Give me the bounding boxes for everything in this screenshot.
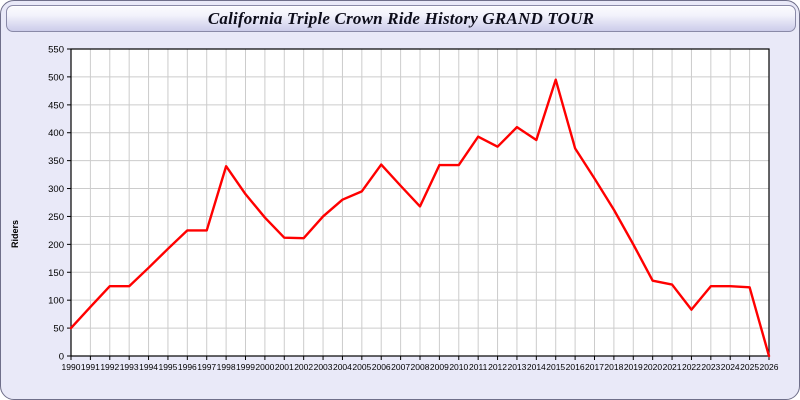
x-axis-tick-label: 2015: [546, 362, 565, 372]
x-axis-tick-label: 2019: [624, 362, 643, 372]
x-axis-tick-label: 2001: [275, 362, 294, 372]
x-axis-tick-label: 1990: [62, 362, 81, 372]
y-axis-tick-label: 350: [48, 156, 64, 167]
x-axis-tick-label: 1995: [158, 362, 177, 372]
x-axis-tick-label: 2005: [352, 362, 371, 372]
x-axis-tick-label: 2012: [488, 362, 507, 372]
y-axis-tick-label: 200: [48, 240, 64, 251]
y-axis-tick-label: 250: [48, 212, 64, 223]
x-axis-tick-label: 2022: [682, 362, 701, 372]
y-axis-tick-label: 100: [48, 296, 64, 307]
y-axis-tick-label: 400: [48, 128, 64, 139]
x-axis-tick-label: 2004: [333, 362, 352, 372]
x-axis-tick-label: 2026: [760, 362, 779, 372]
y-axis-tick-label: 550: [48, 45, 64, 56]
x-axis-tick-label: 2006: [372, 362, 391, 372]
y-axis-tick-label: 150: [48, 268, 64, 279]
x-axis-tick-label: 2024: [721, 362, 740, 372]
x-axis-tick-label: 1997: [197, 362, 216, 372]
y-axis-tick-label: 0: [59, 352, 64, 363]
x-axis-tick-label: 2009: [430, 362, 449, 372]
x-axis-tick-label: 2008: [411, 362, 430, 372]
x-axis-tick-label: 2003: [314, 362, 333, 372]
x-axis-tick-label: 2010: [449, 362, 468, 372]
y-axis-tick-label: 300: [48, 184, 64, 195]
x-axis-tick-label: 1994: [139, 362, 158, 372]
x-axis-tick-label: 1996: [178, 362, 197, 372]
x-axis-tick-label: 2020: [643, 362, 662, 372]
x-axis-tick-label: 2021: [663, 362, 682, 372]
x-axis-tick-label: 2002: [294, 362, 313, 372]
x-axis-tick-label: 1998: [217, 362, 236, 372]
y-axis-tick-label: 450: [48, 100, 64, 111]
x-axis-tick-label: 1993: [120, 362, 139, 372]
y-axis-tick-label: 50: [53, 324, 64, 335]
x-axis-tick-label: 2000: [255, 362, 274, 372]
x-axis-tick-label: 2023: [701, 362, 720, 372]
x-axis-tick-label: 2016: [566, 362, 585, 372]
x-axis-tick-label: 1991: [81, 362, 100, 372]
x-axis-tick-label: 2025: [740, 362, 759, 372]
data-series-line: [69, 78, 771, 358]
x-axis-tick-label: 2013: [507, 362, 526, 372]
x-axis-tick-label: 2018: [604, 362, 623, 372]
x-axis-tick-label: 1999: [236, 362, 255, 372]
x-axis-tick-label: 2011: [469, 362, 488, 372]
title-bar: California Triple Crown Ride History GRA…: [6, 5, 796, 32]
x-axis-tick-label: 2014: [527, 362, 546, 372]
x-axis-tick-label: 1992: [100, 362, 119, 372]
x-axis-tick-label: 2007: [391, 362, 410, 372]
plot-area: Riders 0 50 100 150 200 250 300 350 400 450 500 550…: [1, 37, 799, 399]
x-axis-tick-label: 2017: [585, 362, 604, 372]
y-axis-tick-label: 500: [48, 72, 64, 83]
page-title: California Triple Crown Ride History GRA…: [207, 8, 595, 28]
